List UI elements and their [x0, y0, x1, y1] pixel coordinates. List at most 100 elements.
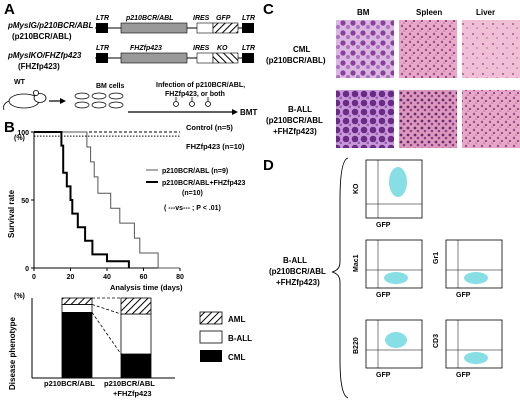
legend-cml-swatch [200, 350, 222, 362]
ltr-label-2-right: LTR [242, 45, 255, 52]
y-tick-label-1: 50 [21, 198, 29, 205]
ltr-box [96, 23, 108, 33]
y-tick-label-2: 100 [17, 130, 29, 137]
p210-gene-box [120, 22, 188, 34]
facs-b220-xlabel: GFP [376, 372, 391, 379]
facs-b220: B220 GFP [353, 319, 423, 379]
construct2-name: pMysIKO/FHZfp423 [7, 51, 82, 60]
col-liver: Liver [476, 8, 495, 17]
x-tick-label-3: 60 [140, 274, 148, 281]
bar-b-all-0 [61, 303, 93, 313]
construct1-name: pMysIG/p210BCR/ABL [7, 21, 93, 30]
facs-gr1-ylabel: Gr1 [433, 252, 440, 264]
bar-b-all-1 [120, 313, 152, 355]
bar-cml-0 [61, 311, 93, 379]
panel-c: BM Spleen Liver CML (p210BCR/ABL) B-ALL … [266, 8, 520, 148]
facs-ko-xlabel: GFP [376, 222, 391, 229]
ltr-label-right: LTR [242, 15, 255, 22]
panel-label-b: B [4, 119, 15, 136]
fhz-gene-label: FHZfp423 [130, 45, 162, 52]
image-cml-liver [462, 20, 520, 78]
survival-ylabel: Survival rate [7, 189, 16, 238]
facs-cd3: CD3 GFP [433, 319, 503, 379]
ires-label: IRES [193, 15, 210, 22]
ko-box [212, 52, 239, 64]
bar-aml-0 [61, 297, 93, 305]
row2-label: B-ALL [288, 105, 312, 114]
image-ball-liver [462, 90, 520, 148]
facs-cd3-ylabel: CD3 [433, 334, 440, 348]
image-ball-spleen [399, 90, 457, 148]
legend-aml: AML [228, 315, 245, 324]
col-bm: BM [357, 8, 370, 17]
facs-mac1-ylabel: Mac1 [353, 254, 360, 272]
legend-pvalue: ( ---vs--- ; P < .01) [164, 205, 221, 212]
facs-cd3-xlabel: GFP [456, 372, 471, 379]
virus-icons [173, 97, 211, 107]
facs-mac1: Mac1 GFP [353, 239, 423, 299]
bar-cat-2b: +FHZfp423 [113, 389, 152, 398]
bm-cells-icon [74, 92, 124, 109]
legend-combo: p210BCR/ABL+FHZfp423 [162, 180, 246, 187]
construct1-short: (p210BCR/ABL) [12, 32, 72, 41]
facs-gr1-xlabel: GFP [456, 292, 471, 299]
legend-control: Control (n=5) [186, 123, 233, 132]
ltr-label: LTR [96, 15, 109, 22]
row2-sub2: +FHZfp423) [273, 127, 317, 136]
image-ball-bm [336, 90, 394, 148]
phenotype-ylabel: Disease phenotype [8, 317, 17, 390]
x-tick-label-2: 40 [103, 274, 111, 281]
d-group-3: +FHZfp423) [276, 278, 320, 287]
panel-a: pMysIG/p210BCR/ABL (p210BCR/ABL) LTR p21… [3, 15, 257, 117]
bar-connector-1 [91, 304, 122, 315]
legend-ball-swatch [199, 330, 223, 344]
bar-cml-1 [120, 353, 152, 379]
ltr-box-2-right [242, 53, 254, 63]
x-tick-label-0: 0 [32, 274, 36, 281]
bmt-label: BMT [240, 108, 257, 117]
series-p210 [34, 131, 180, 269]
bar-aml-1 [120, 297, 152, 315]
bm-cells-label: BM cells [96, 83, 125, 90]
ires-box [196, 22, 214, 34]
row2-sub1: (p210BCR/ABL [266, 116, 323, 125]
legend-ball: B-ALL [228, 334, 252, 343]
gfp-box [212, 22, 239, 34]
survival-plot-area: 0 50 100 0 20 40 60 80 [17, 130, 184, 281]
gfp-label: GFP [216, 15, 231, 22]
ltr-box-2 [96, 53, 108, 63]
x-tick-label-4: 80 [176, 274, 184, 281]
image-cml-bm [336, 20, 394, 78]
phenotype-unit: (%) [14, 293, 25, 300]
wt-label: WT [14, 79, 26, 86]
y-tick-label-0: 0 [25, 266, 29, 273]
series-combo [34, 131, 130, 268]
bar-cat-2: p210BCR/ABL [104, 379, 155, 388]
survival-unit: (%) [14, 135, 25, 142]
construct2-short: (FHZfp423) [18, 62, 60, 71]
col-spleen: Spleen [416, 8, 442, 17]
facs-ko-ylabel: KO [353, 183, 360, 194]
legend-fhz: FHZfp423 (n=10) [186, 142, 245, 151]
d-group-2: (p210BCR/ABL [269, 267, 326, 276]
image-cml-spleen [399, 20, 457, 78]
bar-cat-1: p210BCR/ABL [44, 379, 95, 388]
legend-combo-n: (n=10) [182, 190, 203, 197]
ltr-box-right [242, 23, 254, 33]
legend-aml-swatch [199, 311, 223, 325]
ires-label-2: IRES [193, 45, 210, 52]
facs-mac1-xlabel: GFP [376, 292, 391, 299]
legend-p210: p210BCR/ABL (n=9) [162, 168, 228, 175]
ltr-label-2: LTR [96, 45, 109, 52]
x-tick-label-1: 20 [67, 274, 75, 281]
panel-d: B-ALL (p210BCR/ABL +FHZfp423) KO GFP Mac… [269, 157, 503, 399]
facs-ko: KO GFP [353, 159, 423, 229]
row1-label: CML [293, 45, 310, 54]
d-brace [331, 157, 349, 399]
ko-label: KO [217, 45, 228, 52]
facs-b220-ylabel: B220 [353, 337, 360, 354]
d-group-1: B-ALL [283, 256, 307, 265]
panel-label-a: A [4, 1, 15, 18]
survival-xlabel: Analysis time (days) [110, 283, 183, 292]
